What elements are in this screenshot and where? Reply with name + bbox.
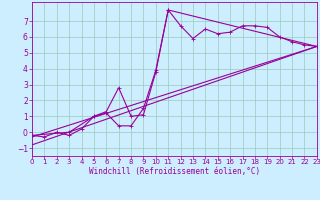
X-axis label: Windchill (Refroidissement éolien,°C): Windchill (Refroidissement éolien,°C) [89, 167, 260, 176]
